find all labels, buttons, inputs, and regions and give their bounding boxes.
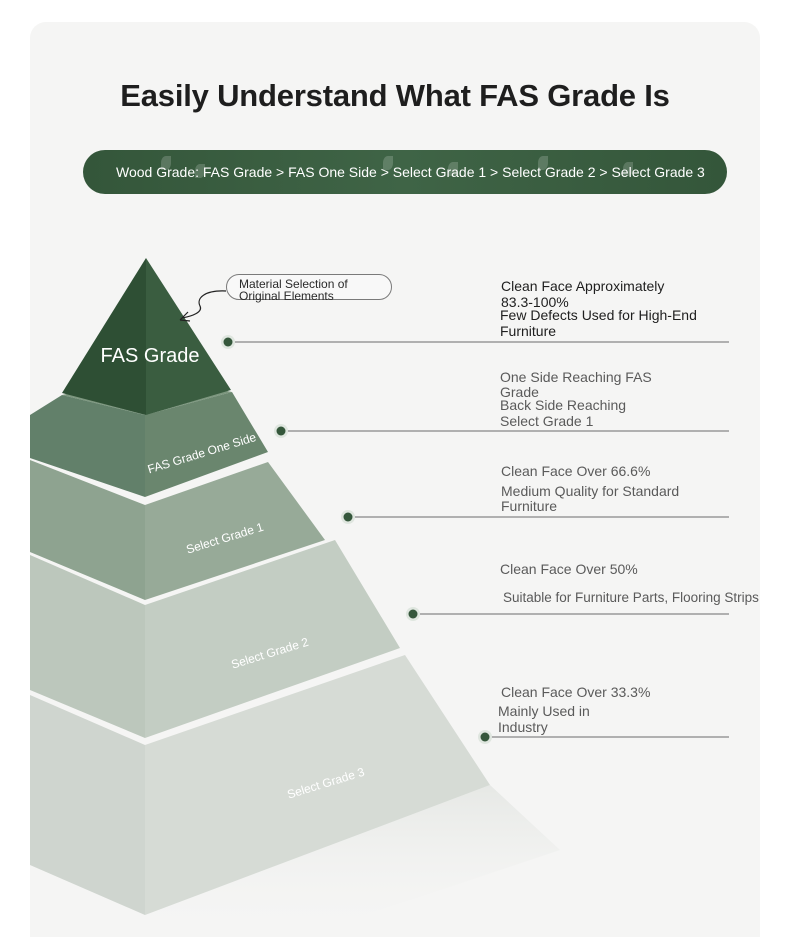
desc-line: One Side Reaching FAS: [500, 369, 652, 385]
material-selection-callout: Material Selection of Original Elements: [226, 274, 392, 303]
grade-order-text: Wood Grade: FAS Grade > FAS One Side > S…: [116, 164, 705, 180]
desc-line: Clean Face Over 66.6%: [501, 463, 651, 479]
connector-lines: [228, 341, 729, 738]
desc-line: Few Defects Used for High-End: [500, 307, 697, 323]
desc-line: Select Grade 1: [500, 413, 594, 429]
pyramid-shadow: [145, 785, 560, 937]
leaf-decoration-icon: [538, 156, 548, 170]
desc-line: Furniture: [501, 498, 558, 514]
leaf-decoration-icon: [623, 162, 633, 176]
callout-line-1: Material Selection of: [239, 277, 348, 291]
tier-fas-grade: [62, 258, 231, 415]
leaf-decoration-icon: [383, 156, 393, 170]
desc-line: Clean Face Over 50%: [500, 561, 638, 577]
tier-label-fas-grade: FAS Grade: [101, 345, 200, 367]
leaf-decoration-icon: [448, 162, 458, 176]
leaf-decoration-icon: [161, 156, 171, 170]
grade-order-banner: Wood Grade: FAS Grade > FAS One Side > S…: [83, 150, 727, 194]
callout-arrow: [181, 290, 227, 319]
connector-dots: [221, 335, 492, 744]
tier-select-grade-2: [30, 540, 400, 738]
page-title: Easily Understand What FAS Grade Is: [120, 78, 670, 113]
desc-line: Industry: [498, 719, 548, 735]
desc-line: Grade: [500, 384, 539, 400]
arrowhead-icon: [179, 311, 191, 322]
tier-select-grade-1: [30, 460, 325, 600]
desc-line: Clean Face Over 33.3%: [501, 684, 651, 700]
desc-line: 83.3-100%: [501, 294, 569, 310]
callout-line-2: Original Elements: [239, 289, 334, 303]
desc-line: Furniture: [500, 323, 557, 339]
desc-line: Medium Quality for Standard: [501, 483, 680, 499]
leaf-decoration-icon: [195, 164, 205, 178]
desc-line: Back Side Reaching: [500, 397, 627, 413]
desc-line: Suitable for Furniture Parts, Flooring S…: [503, 590, 759, 605]
desc-line: Mainly Used in: [498, 703, 590, 719]
desc-line: Clean Face Approximately: [501, 278, 665, 294]
tier-select-grade-3: [30, 655, 490, 915]
